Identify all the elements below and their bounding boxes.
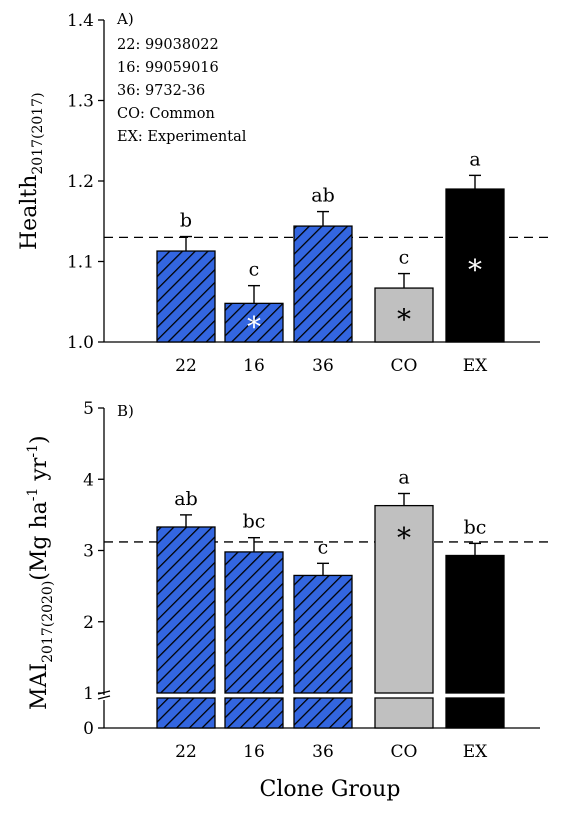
panel-b-y-tick-label: 4 [83,470,94,490]
panel-b-bar-base [374,697,434,729]
panel-a-bar [224,302,284,343]
panel-a-label: A) [116,10,134,28]
panel-a-x-tick-label: 36 [312,356,334,376]
panel-b-significance-letter: bc [464,516,487,538]
panel-b-x-tick-label: CO [391,742,418,762]
panel-b-y-tick-label: 0 [83,719,94,739]
panel-b-ylabel-sub: 2017(2020) [40,581,56,663]
panel-a-legend: 22: 99038022 16: 99059016 36: 9732-36 CO: C… [117,37,247,145]
panel-b-bar [224,551,284,694]
panel-a-y-tick-label: 1.1 [67,253,94,273]
panel-a-asterisk: * [468,254,482,287]
panel-b-bar-base [224,697,284,729]
panel-a-x-tick-label: CO [391,356,418,376]
panel-a-bar [156,250,216,343]
panel-a-legend-entry: 16: 99059016 [117,60,219,76]
panel-b-x-tick-label: 22 [175,742,197,762]
panel-b-bar-base [293,697,353,729]
panel-a-asterisk: * [397,303,411,336]
panel-b-significance-letter: bc [243,511,266,533]
panel-b-bar [293,574,353,694]
panel-a-bar [445,188,505,343]
panel-b-axis-break-mark [97,695,111,700]
panel-a-asterisk: * [247,311,261,344]
panel-a-significance-letter: b [180,210,192,232]
panel-b-label: B) [117,402,134,420]
panel-b-y-axis-label: MAI2017(2020)(Mg ha-1 yr-1) [25,435,56,710]
panel-a-significance-letter: a [469,148,480,170]
panel-b-asterisk: * [397,522,411,555]
panel-a-y-axis-label: Health2017(2017) [17,92,46,250]
panel-b-ylabel-unit: (Mg ha [27,501,52,580]
panel-a-x-tick-label: 16 [243,356,265,376]
panel-b-significance-letter: a [398,467,409,489]
panel-a-x-tick-label: 22 [175,356,197,376]
svg-text:Health2017(2017): Health2017(2017) [17,92,46,250]
panel-b-ylabel-main: MAI [27,663,52,710]
panel-b-significance-letter: ab [174,488,198,510]
panel-b-x-tick-label: 36 [312,742,334,762]
panel-b-ylabel-unit-mid: yr [27,457,52,487]
panel-b-bar [445,554,505,694]
panel-a-legend-entry: CO: Common [117,106,215,122]
panel-b-x-tick-label: EX [463,742,488,762]
panel-b-bar [156,526,216,694]
panel-b-bar-base [445,697,505,729]
panel-a-bars: b 22 c * 16 ab 36 c * CO a * EX [156,148,505,376]
panel-a-y-tick-label: 1.3 [67,92,94,112]
panel-b-y-tick-label: 3 [83,542,94,562]
panel-a-legend-entry: 22: 99038022 [117,37,219,53]
panel-a-y-tick-label: 1.4 [67,11,94,31]
panel-b-ylabel-unit-sup1: -1 [25,488,41,502]
panel-a-significance-letter: c [249,259,260,281]
panel-a-ylabel-sub: 2017(2017) [30,92,46,174]
panel-b-y-tick-label: 1 [83,684,94,704]
panel-b-ylabel-unit-sup2: -1 [25,444,41,458]
x-axis-title: Clone Group [260,777,401,802]
panel-a-x-tick-label: EX [463,356,488,376]
panel-b-bar [374,504,434,694]
panel-b-bars: ab 22 bc 16 c 36 a * CO bc EX [156,467,505,762]
panel-b-ylabel-unit-end: ) [27,435,52,444]
panel-b-y-tick-label: 2 [83,613,94,633]
panel-a-significance-letter: c [399,247,410,269]
panel-b-x-tick-label: 16 [243,742,265,762]
panel-b-significance-letter: c [318,536,329,558]
panel-a-y-tick-label: 1.2 [67,172,94,192]
panel-a-significance-letter: ab [311,185,335,207]
panel-a-ylabel-main: Health [17,175,42,250]
panel-a-y-tick-label: 1.0 [67,333,94,353]
svg-text:MAI2017(2020)(Mg ha-1 yr-1): MAI2017(2020)(Mg ha-1 yr-1) [25,435,56,710]
panel-b-bar-base [156,697,216,729]
panel-b-y-tick-label: 5 [83,399,94,419]
panel-a-bar [293,225,353,343]
panel-a-legend-entry: EX: Experimental [117,129,247,145]
panel-a: Health2017(2017) A) 22: 99038022 16: 9905… [17,10,554,376]
panel-a-legend-entry: 36: 9732-36 [117,83,205,99]
